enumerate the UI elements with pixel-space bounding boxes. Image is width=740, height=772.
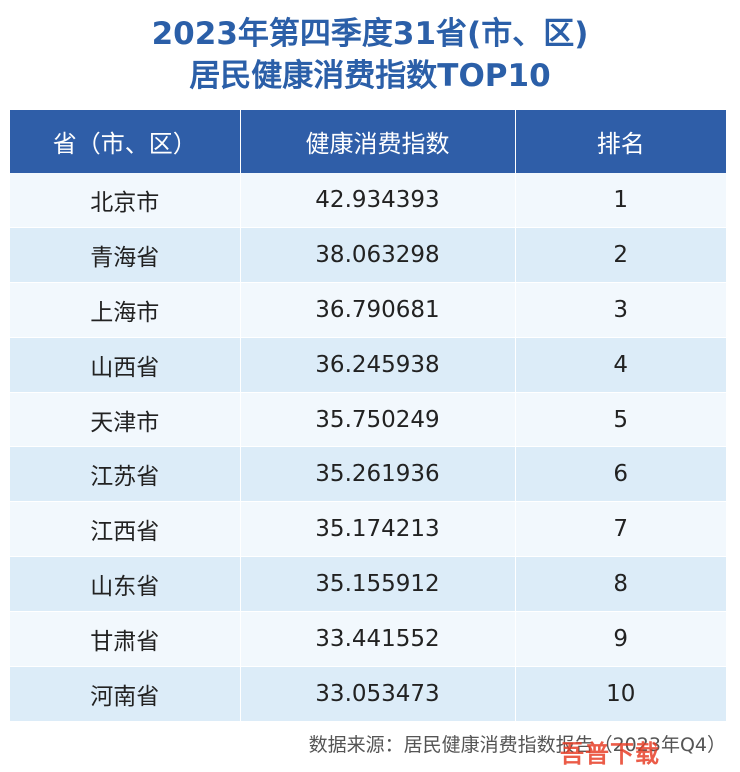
cell-province: 北京市	[10, 173, 241, 228]
table-row: 河南省 33.053473 10	[10, 666, 726, 722]
cell-index: 38.063298	[240, 227, 516, 283]
cell-rank: 2	[515, 227, 726, 283]
cell-index: 35.261936	[240, 446, 516, 503]
cell-index: 35.155912	[240, 556, 516, 613]
watermark-logo: 吾普下载	[560, 740, 660, 768]
cell-index: 33.053473	[240, 666, 516, 722]
table-row: 山东省 35.155912 8	[10, 556, 726, 613]
cell-rank: 9	[515, 611, 726, 668]
cell-province: 河南省	[10, 666, 241, 722]
data-source-note: 数据来源：居民健康消费指数报告（2023年Q4）	[308, 734, 726, 756]
page-title-line1: 2023年第四季度31省(市、区)	[151, 16, 589, 52]
cell-province: 山东省	[10, 556, 241, 613]
cell-province: 天津市	[10, 392, 241, 448]
header-province: 省（市、区）	[10, 110, 241, 173]
ranking-table: 省（市、区） 健康消费指数 排名 北京市 42.934393 1 青海省 38.…	[10, 110, 726, 722]
cell-rank: 8	[515, 556, 726, 613]
cell-province: 山西省	[10, 337, 241, 393]
table-row: 天津市 35.750249 5	[10, 392, 726, 448]
cell-rank: 10	[515, 666, 726, 722]
table-row: 上海市 36.790681 3	[10, 282, 726, 338]
cell-rank: 1	[515, 173, 726, 228]
cell-rank: 7	[515, 501, 726, 558]
cell-province: 江西省	[10, 501, 241, 558]
cell-rank: 3	[515, 282, 726, 338]
cell-province: 甘肃省	[10, 611, 241, 668]
cell-index: 42.934393	[240, 173, 516, 228]
cell-index: 36.245938	[240, 337, 516, 393]
page-title-line2: 居民健康消费指数TOP10	[189, 58, 551, 94]
table-row: 江西省 35.174213 7	[10, 501, 726, 558]
cell-rank: 6	[515, 446, 726, 503]
table-row: 甘肃省 33.441552 9	[10, 611, 726, 668]
header-rank: 排名	[515, 110, 726, 173]
table-row: 江苏省 35.261936 6	[10, 446, 726, 503]
table-header-row: 省（市、区） 健康消费指数 排名	[10, 110, 726, 173]
cell-rank: 4	[515, 337, 726, 393]
table-row: 北京市 42.934393 1	[10, 173, 726, 228]
header-index: 健康消费指数	[240, 110, 516, 173]
cell-province: 青海省	[10, 227, 241, 283]
cell-index: 33.441552	[240, 611, 516, 668]
ranking-table-container: 省（市、区） 健康消费指数 排名 北京市 42.934393 1 青海省 38.…	[10, 110, 726, 722]
table-row: 山西省 36.245938 4	[10, 337, 726, 393]
cell-province: 上海市	[10, 282, 241, 338]
cell-index: 35.750249	[240, 392, 516, 448]
cell-province: 江苏省	[10, 446, 241, 503]
table-row: 青海省 38.063298 2	[10, 227, 726, 283]
cell-index: 35.174213	[240, 501, 516, 558]
cell-rank: 5	[515, 392, 726, 448]
cell-index: 36.790681	[240, 282, 516, 338]
